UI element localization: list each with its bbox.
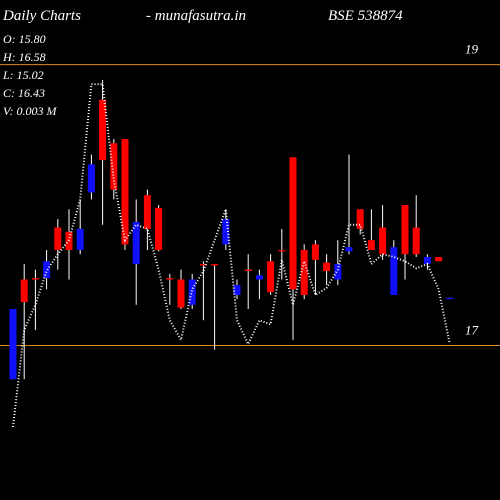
candle-body [446, 297, 454, 300]
info-line: H: 16.58 [2, 50, 46, 64]
candle-body [435, 257, 443, 262]
candle-body [132, 221, 140, 265]
candle-body [76, 228, 84, 250]
candle-body [233, 285, 241, 295]
candle-body [244, 269, 252, 272]
candle-body [345, 247, 353, 252]
candle-body [87, 164, 95, 193]
candle-body [9, 308, 17, 380]
candle-body [379, 227, 387, 255]
candle-body [423, 257, 431, 265]
info-line: V: 0.003 M [3, 104, 58, 118]
chart-subtitle: - munafasutra.in [146, 8, 246, 24]
candle-body [222, 219, 230, 245]
candle-body [155, 207, 163, 250]
candle-body [188, 279, 196, 305]
candle-body [166, 278, 174, 280]
candle-body [267, 261, 275, 293]
info-block: O: 15.80 H: 16.58 L: 15.02 C: 16.43 V: 0.003… [2, 32, 58, 118]
candle-body [323, 262, 331, 272]
candle-body [199, 264, 207, 266]
candle-body [300, 250, 308, 295]
candle-body [211, 264, 219, 266]
info-line: O: 15.80 [3, 32, 46, 46]
info-line: L: 15.02 [2, 68, 44, 82]
info-line: C: 16.43 [3, 86, 45, 100]
candle-body [43, 261, 51, 279]
candle-body [401, 205, 409, 255]
candle-body [20, 279, 28, 302]
candle-body [289, 157, 297, 290]
candle-body [255, 275, 263, 280]
candle-body [177, 279, 185, 308]
chart-title: Daily Charts [2, 8, 81, 24]
candle-body [311, 244, 319, 260]
symbol: BSE 538874 [328, 8, 403, 24]
candle-body [121, 139, 129, 245]
candle-body [110, 143, 118, 190]
candle-body [412, 227, 420, 255]
candle-body [390, 247, 398, 295]
candle-body [356, 209, 364, 229]
candle-body [143, 195, 151, 229]
candle-body [278, 250, 286, 252]
y-tick-label: 19 [465, 42, 479, 57]
candle-body [99, 99, 107, 161]
marks [9, 80, 454, 428]
candle-body [31, 278, 39, 280]
y-tick-label: 17 [465, 323, 479, 338]
candle-body [334, 264, 342, 280]
candle-body [367, 240, 375, 250]
candle-body [54, 227, 62, 250]
